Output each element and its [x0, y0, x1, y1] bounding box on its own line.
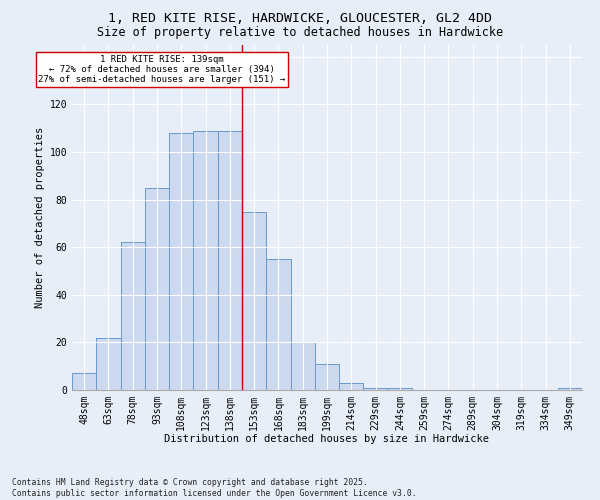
Text: Contains HM Land Registry data © Crown copyright and database right 2025.
Contai: Contains HM Land Registry data © Crown c… — [12, 478, 416, 498]
Y-axis label: Number of detached properties: Number of detached properties — [35, 127, 46, 308]
Bar — [364, 388, 388, 390]
Bar — [121, 242, 145, 390]
Text: 1 RED KITE RISE: 139sqm
← 72% of detached houses are smaller (394)
27% of semi-d: 1 RED KITE RISE: 139sqm ← 72% of detache… — [38, 54, 286, 84]
Bar — [96, 338, 121, 390]
Bar — [193, 130, 218, 390]
Bar — [218, 130, 242, 390]
Bar — [145, 188, 169, 390]
Bar — [242, 212, 266, 390]
Bar — [169, 133, 193, 390]
Bar — [339, 383, 364, 390]
Bar — [558, 388, 582, 390]
Bar — [266, 259, 290, 390]
Text: 1, RED KITE RISE, HARDWICKE, GLOUCESTER, GL2 4DD: 1, RED KITE RISE, HARDWICKE, GLOUCESTER,… — [108, 12, 492, 26]
Bar — [315, 364, 339, 390]
Bar — [72, 374, 96, 390]
Bar — [388, 388, 412, 390]
Text: Size of property relative to detached houses in Hardwicke: Size of property relative to detached ho… — [97, 26, 503, 39]
Bar — [290, 342, 315, 390]
X-axis label: Distribution of detached houses by size in Hardwicke: Distribution of detached houses by size … — [164, 434, 490, 444]
